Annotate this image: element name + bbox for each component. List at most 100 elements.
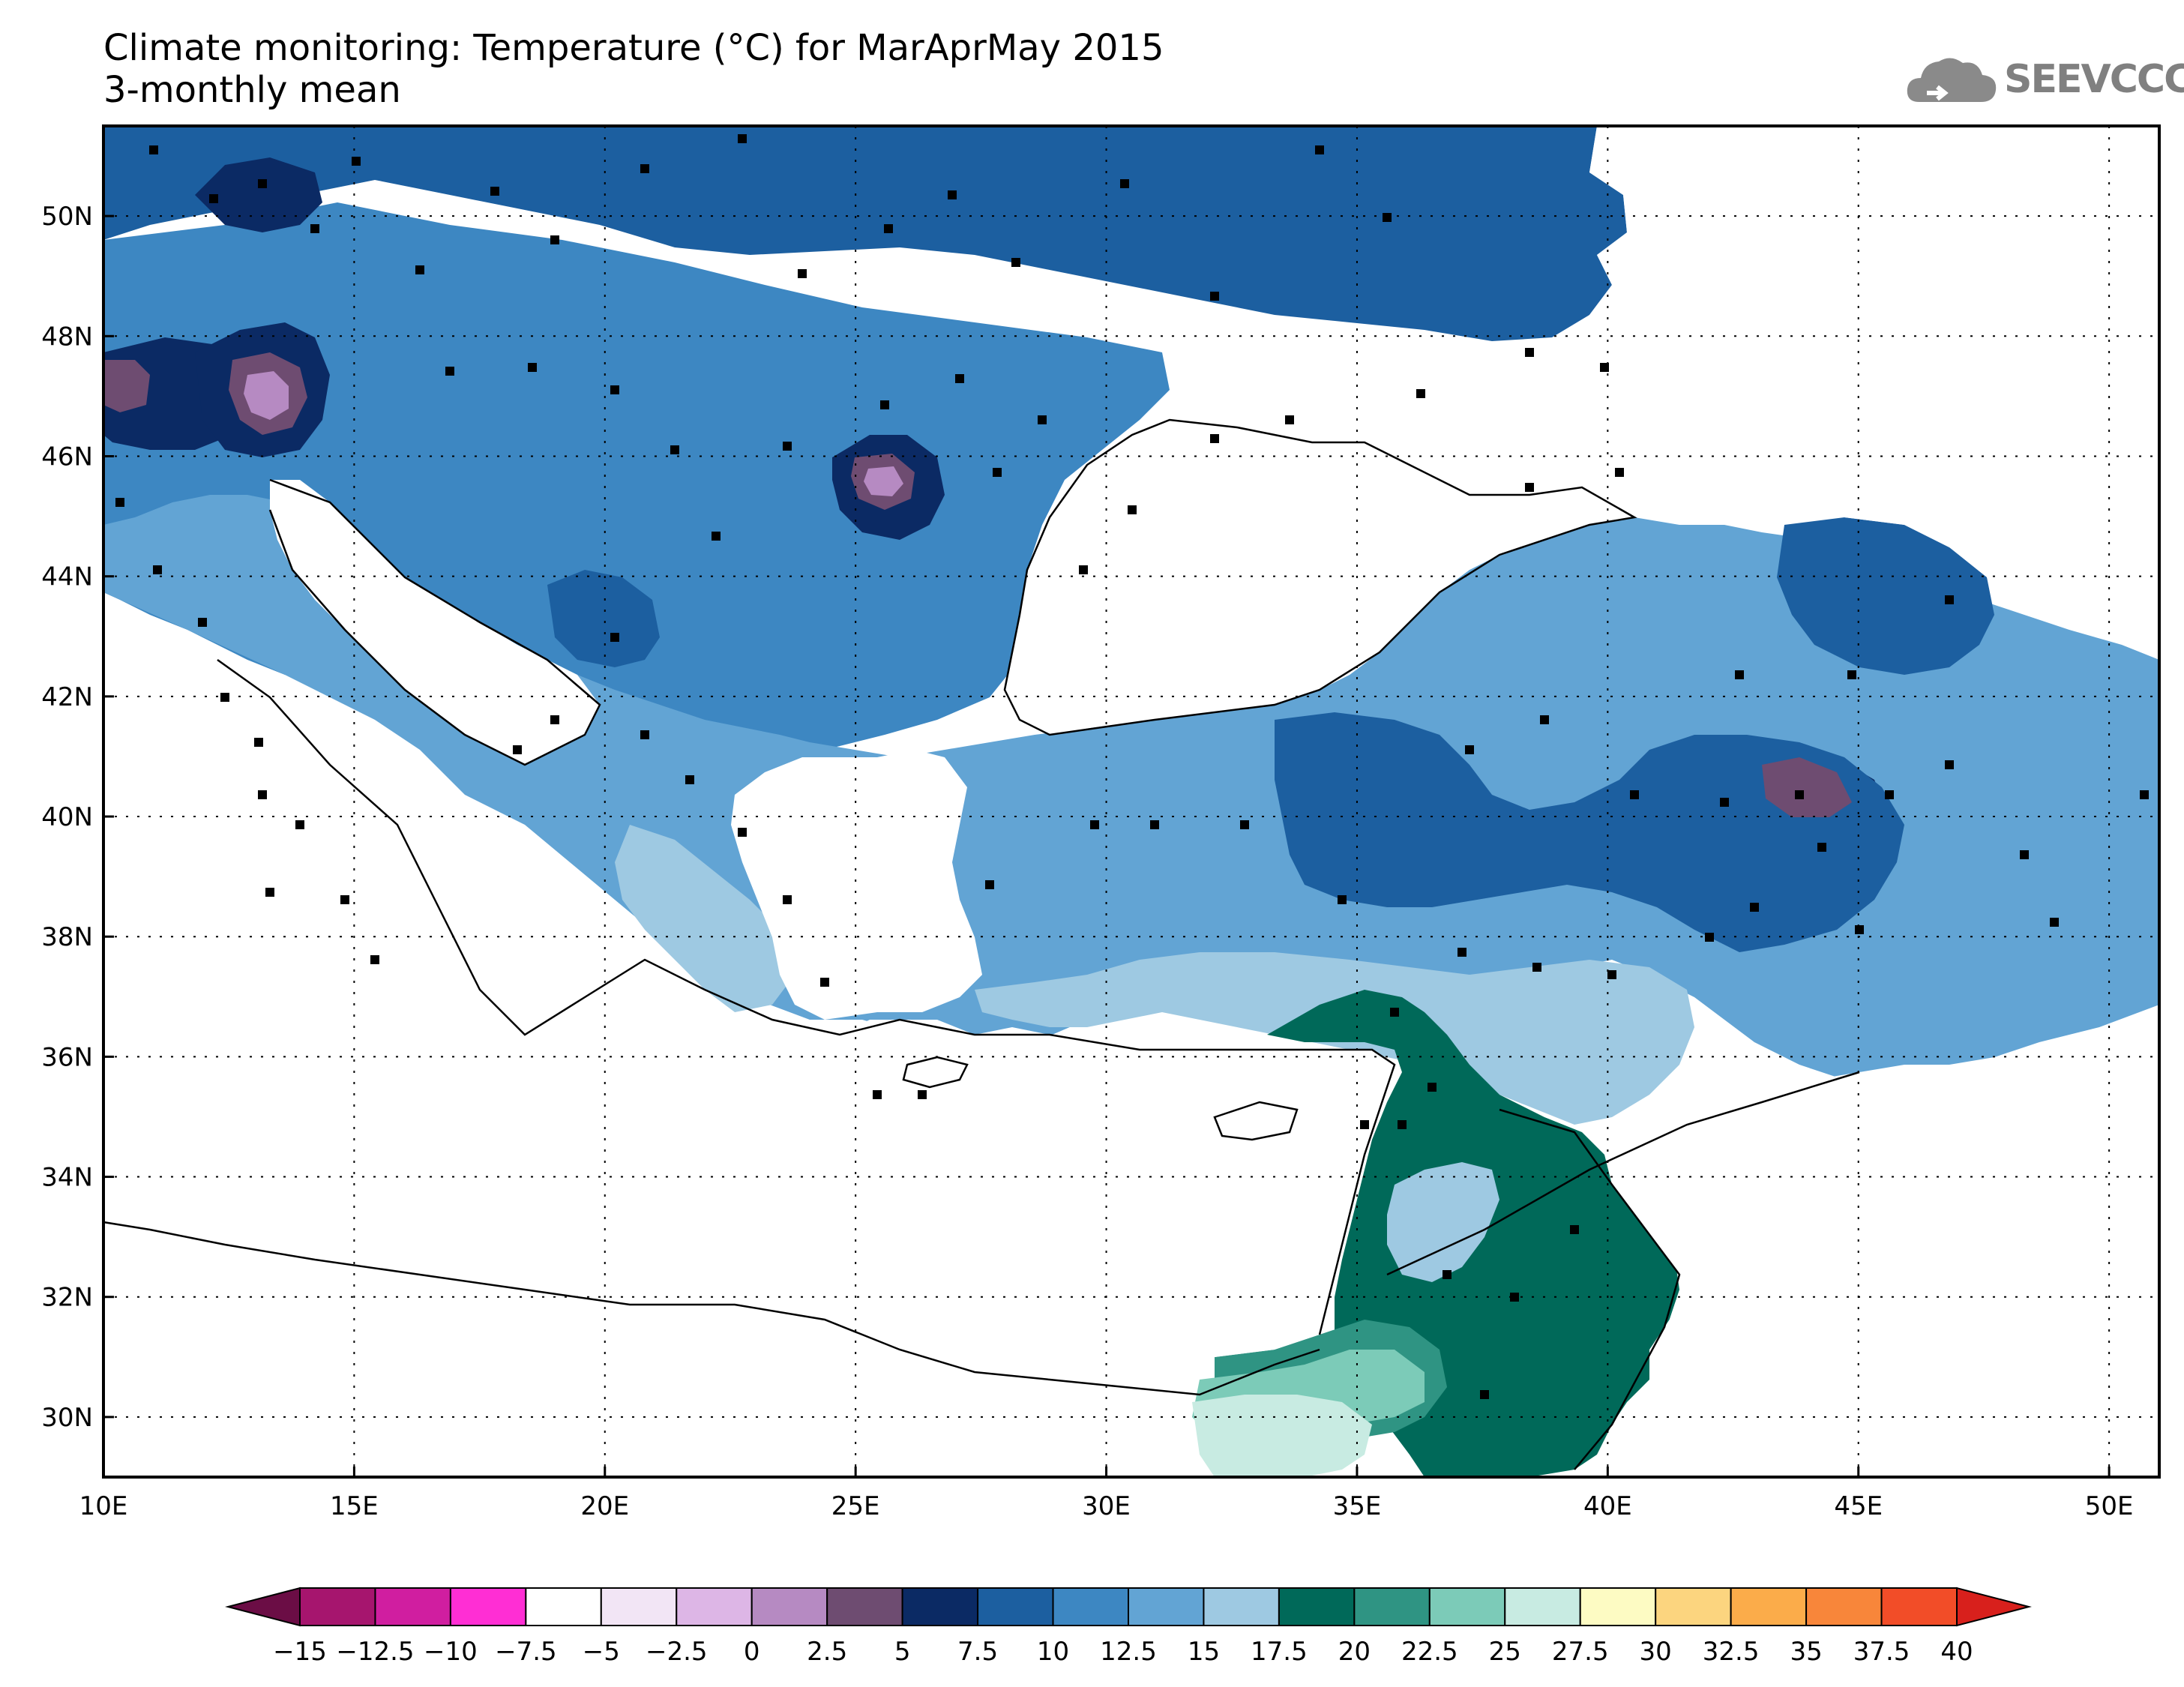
colorbar-box [1052, 1587, 1129, 1626]
station-marker [1240, 820, 1249, 829]
map-axes: 10E 15E 20E 25E 30E 35E 40E 45E 50E 30N 32N 34N 36N 3… [41, 202, 2133, 1521]
station-marker [993, 468, 1002, 477]
station-marker [310, 224, 319, 233]
station-marker [2020, 850, 2029, 859]
colorbar-label: 20 [1338, 1637, 1371, 1667]
station-marker [1615, 468, 1624, 477]
station-marker [1945, 595, 1954, 604]
station-marker [209, 194, 218, 203]
colorbar-label: 32.5 [1703, 1637, 1760, 1667]
colorbar-box [600, 1587, 678, 1626]
station-marker [1210, 434, 1219, 443]
tick-label-lon: 15E [330, 1491, 379, 1521]
station-marker [1443, 1270, 1452, 1279]
station-marker [1090, 820, 1099, 829]
tick-label-lon: 40E [1583, 1491, 1632, 1521]
station-marker [1705, 933, 1714, 942]
contour-0-2.5-core-alps [244, 371, 289, 420]
station-marker [445, 367, 454, 376]
colorbar-arrow-high [1956, 1587, 2032, 1627]
station-marker [295, 820, 304, 829]
cloud-icon [1907, 58, 1997, 102]
station-marker [198, 618, 207, 627]
contour-0-2.5-core-carpathians [864, 466, 903, 496]
colorbar-label: −10 [424, 1637, 478, 1667]
station-marker [884, 224, 893, 233]
colorbar-box [901, 1587, 979, 1626]
station-marker [610, 385, 619, 394]
colorbar-label: −5 [583, 1637, 620, 1667]
station-marker [1607, 970, 1616, 979]
station-marker [1847, 670, 1856, 679]
station-marker [2140, 790, 2149, 799]
station-marker [640, 730, 649, 739]
colorbar-box [977, 1587, 1054, 1626]
station-marker [415, 265, 424, 274]
colorbar-box [1880, 1587, 1958, 1626]
station-marker [640, 164, 649, 173]
tick-label-lat: 46N [41, 442, 93, 472]
contour-10-12.5-north [103, 126, 1627, 341]
tick-label-lon: 35E [1333, 1491, 1382, 1521]
station-marker [352, 157, 361, 166]
colorbar-label: 22.5 [1401, 1637, 1458, 1667]
station-marker [798, 269, 807, 278]
adriatic-sea [270, 480, 600, 765]
station-marker [948, 190, 957, 199]
colorbar-label: 0 [744, 1637, 760, 1667]
station-marker [1150, 820, 1159, 829]
station-marker [783, 895, 792, 904]
station-marker [1817, 843, 1826, 852]
colorbar-box [826, 1587, 903, 1626]
aegean-sea [731, 750, 982, 1020]
station-marker [1570, 1225, 1579, 1234]
tick-label-lat: 38N [41, 922, 93, 952]
station-marker [1795, 790, 1804, 799]
colorbar-box [374, 1587, 451, 1626]
station-marker [985, 880, 994, 889]
station-marker [1128, 505, 1137, 514]
station-marker [149, 145, 158, 154]
tick-label-lat: 50N [41, 202, 93, 232]
tick-label-lat: 34N [41, 1163, 93, 1193]
station-marker [873, 1090, 882, 1099]
contour-27.5-30-sinai [1192, 1395, 1372, 1477]
station-marker [1525, 483, 1534, 492]
colorbar-label: −12.5 [336, 1637, 414, 1667]
station-marker [220, 693, 229, 702]
station-marker [2050, 918, 2059, 927]
station-marker [513, 745, 522, 754]
tick-label-lat: 30N [41, 1403, 93, 1433]
station-marker [1285, 415, 1294, 424]
colorbar-box [1203, 1587, 1280, 1626]
contour-2.5-5-core-westalps [103, 360, 150, 412]
station-marker [340, 895, 349, 904]
station-marker [1210, 292, 1219, 301]
station-marker [254, 738, 263, 747]
station-marker [1079, 565, 1088, 574]
coastlines [103, 418, 1860, 1470]
colorbar-label: 7.5 [957, 1637, 998, 1667]
colorbar-label: 15 [1188, 1637, 1220, 1667]
contour-7.5-10-north [195, 157, 322, 232]
tick-label-lon: 25E [831, 1491, 880, 1521]
station-marker [1315, 145, 1324, 154]
black-sea [1005, 420, 1634, 735]
station-marker [1038, 415, 1047, 424]
colorbar-label: −15 [273, 1637, 327, 1667]
colorbar-box [676, 1587, 753, 1626]
station-marker [1465, 745, 1474, 754]
station-marker [1532, 963, 1541, 972]
colorbar-box [1128, 1587, 1205, 1626]
tick-label-lat: 48N [41, 322, 93, 352]
station-marker [670, 445, 679, 454]
station-marker [880, 400, 889, 409]
station-markers [115, 134, 2149, 1399]
station-marker [1525, 348, 1534, 357]
unmasked-middle-east [1604, 1005, 2159, 1477]
station-marker [265, 888, 274, 897]
mediterranean-sea [103, 660, 1395, 1477]
station-marker [820, 978, 829, 987]
colorbar-arrow-low [225, 1587, 301, 1627]
